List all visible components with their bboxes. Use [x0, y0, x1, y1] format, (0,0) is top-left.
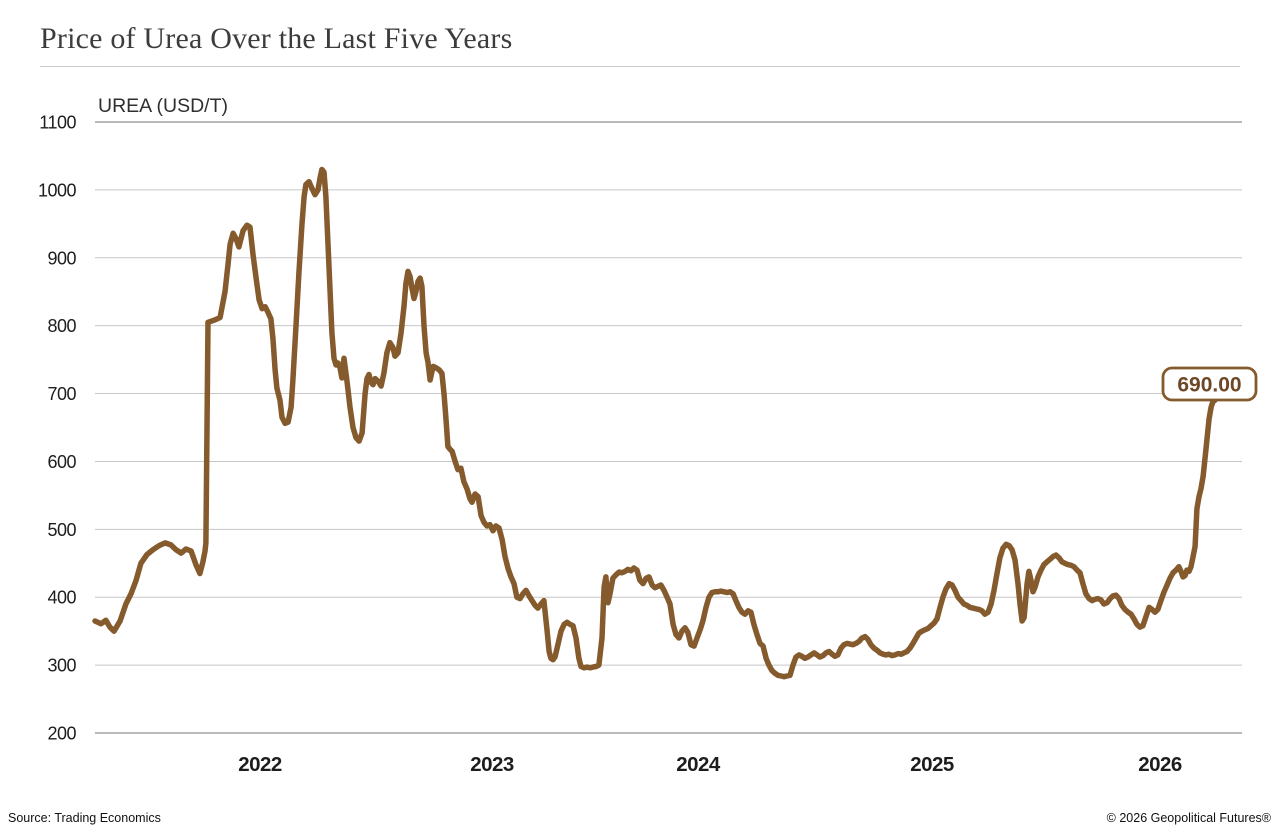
y-tick-label: 200 [47, 724, 76, 744]
y-tick-label: 900 [47, 248, 76, 268]
source-credit: Source: Trading Economics [8, 811, 161, 825]
y-tick-label: 1100 [39, 113, 76, 133]
y-tick-label: 700 [47, 384, 76, 404]
y-tick-label: 800 [47, 316, 76, 336]
plot-area: 1100 1000 900 800 700 600 500 400 300 200 2022 2023… [38, 113, 1242, 776]
title-divider [40, 66, 1240, 67]
last-value-flag-box [1161, 366, 1258, 402]
y-tick-label: 600 [47, 452, 76, 472]
series-label: UREA (USD/T) [98, 95, 228, 117]
y-tick-label: 1000 [38, 180, 77, 200]
last-value-flag: 690.00 [1161, 366, 1258, 402]
y-tick-label: 300 [47, 656, 76, 676]
x-tick-label: 2025 [910, 753, 954, 776]
y-tick-label: 500 [47, 520, 76, 540]
urea-price-line-chart: UREA (USD/T) 1100 1000 900 800 700 600 500 400 3… [38, 95, 1258, 776]
copyright-notice: © 2026 Geopolitical Futures® [1106, 811, 1271, 825]
x-tick-label: 2026 [1138, 753, 1182, 776]
y-tick-label: 400 [47, 588, 76, 608]
x-tick-label: 2024 [676, 753, 721, 776]
page-title: Price of Urea Over the Last Five Years [40, 22, 513, 55]
price-line [92, 166, 1218, 680]
x-tick-label: 2023 [470, 753, 514, 776]
last-value-flag-text: 690.00 [1177, 374, 1241, 397]
x-tick-label: 2022 [238, 753, 282, 776]
